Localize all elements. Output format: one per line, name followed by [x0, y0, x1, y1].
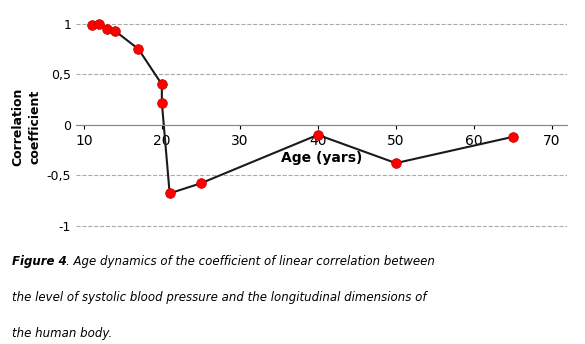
Text: . Age dynamics of the coefficient of linear correlation between: . Age dynamics of the coefficient of lin…	[66, 255, 435, 268]
Text: Figure 4: Figure 4	[12, 255, 67, 268]
Y-axis label: Correlation
coefficient: Correlation coefficient	[11, 88, 41, 166]
Point	[134, 46, 143, 52]
Point	[111, 28, 120, 34]
Point	[165, 191, 174, 196]
Point	[157, 82, 167, 87]
Point	[391, 160, 401, 166]
Point	[313, 132, 322, 138]
Point	[95, 21, 104, 26]
Point	[102, 26, 112, 32]
Point	[87, 22, 97, 28]
Point	[157, 100, 167, 105]
Text: the human body.: the human body.	[12, 327, 112, 340]
Point	[196, 181, 205, 186]
Text: the level of systolic blood pressure and the longitudinal dimensions of: the level of systolic blood pressure and…	[12, 291, 426, 304]
Point	[508, 134, 518, 140]
X-axis label: Age (yars): Age (yars)	[281, 151, 363, 164]
